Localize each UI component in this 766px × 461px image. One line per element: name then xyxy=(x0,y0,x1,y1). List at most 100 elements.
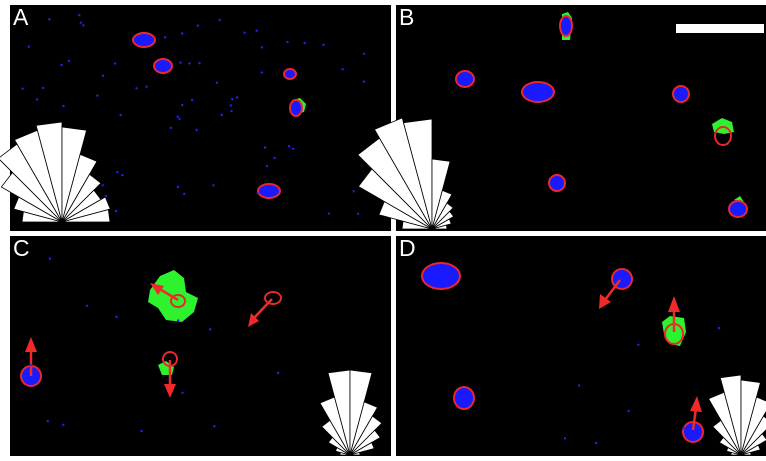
cell xyxy=(290,100,302,116)
speck xyxy=(135,87,137,89)
speck xyxy=(181,392,183,394)
speck xyxy=(179,61,181,63)
speck xyxy=(96,94,98,96)
speck xyxy=(255,29,257,31)
speck xyxy=(177,319,179,321)
speck xyxy=(718,327,720,329)
speck xyxy=(183,193,185,195)
panel-b: B xyxy=(358,4,766,231)
panel-label: B xyxy=(399,4,414,30)
scale-bar xyxy=(676,24,764,33)
panel-bg xyxy=(396,5,766,231)
speck xyxy=(261,46,263,48)
speck xyxy=(357,213,359,215)
speck xyxy=(286,41,288,43)
speck xyxy=(637,344,639,346)
panel-a: A xyxy=(0,4,391,231)
speck xyxy=(243,32,245,34)
speck xyxy=(216,82,218,84)
speck xyxy=(682,427,684,429)
cell xyxy=(522,82,554,102)
speck xyxy=(195,129,197,131)
cell xyxy=(454,387,474,409)
speck xyxy=(121,174,123,176)
speck xyxy=(181,32,183,34)
speck xyxy=(627,410,629,412)
cell xyxy=(456,71,474,87)
speck xyxy=(119,114,121,116)
speck xyxy=(198,62,200,64)
speck xyxy=(114,62,116,64)
speck xyxy=(21,88,23,90)
speck xyxy=(115,210,117,212)
cell xyxy=(560,16,572,36)
speck xyxy=(28,45,30,47)
speck xyxy=(277,372,279,374)
speck xyxy=(116,171,118,173)
speck xyxy=(231,98,233,100)
panel-label: A xyxy=(13,4,29,30)
speck xyxy=(218,19,220,21)
speck xyxy=(266,165,268,167)
speck xyxy=(68,60,70,62)
speck xyxy=(102,74,104,76)
speck xyxy=(212,184,214,186)
speck xyxy=(62,105,64,107)
panel-c: C xyxy=(10,235,391,456)
speck xyxy=(261,71,263,73)
speck xyxy=(230,104,232,106)
cell xyxy=(422,263,460,289)
speck xyxy=(230,110,232,112)
speck xyxy=(292,148,294,150)
speck xyxy=(181,104,183,106)
speck xyxy=(221,114,223,116)
speck xyxy=(328,212,330,214)
speck xyxy=(341,68,343,70)
speck xyxy=(47,420,49,422)
speck xyxy=(177,186,179,188)
speck xyxy=(140,430,142,432)
speck xyxy=(273,157,275,159)
speck xyxy=(264,146,266,148)
speck xyxy=(48,18,50,20)
speck xyxy=(191,99,193,101)
speck xyxy=(303,42,305,44)
speck xyxy=(115,316,117,318)
cell xyxy=(729,201,747,217)
speck xyxy=(36,98,38,100)
speck xyxy=(213,425,215,427)
speck xyxy=(288,145,290,147)
speck xyxy=(49,257,51,259)
speck xyxy=(86,305,88,307)
panel-label: D xyxy=(399,235,416,261)
speck xyxy=(102,184,104,186)
speck xyxy=(209,328,211,330)
speck xyxy=(363,53,365,55)
speck xyxy=(178,118,180,120)
cell xyxy=(549,175,565,191)
cell xyxy=(673,86,689,102)
speck xyxy=(145,86,147,88)
speck xyxy=(82,24,84,26)
panel-label: C xyxy=(13,235,30,261)
cell xyxy=(258,184,280,198)
figure: A B C xyxy=(0,0,766,461)
cell xyxy=(133,33,155,47)
cell xyxy=(284,69,296,79)
cell xyxy=(154,59,172,73)
speck xyxy=(322,44,324,46)
speck xyxy=(80,21,82,23)
speck xyxy=(62,424,64,426)
speck xyxy=(42,87,44,89)
speck xyxy=(170,127,172,129)
speck xyxy=(363,80,365,82)
speck xyxy=(78,14,80,16)
speck xyxy=(197,24,199,26)
speck xyxy=(29,364,31,366)
speck xyxy=(164,36,166,38)
speck xyxy=(257,192,259,194)
panel-d: D xyxy=(396,235,766,456)
speck xyxy=(352,190,354,192)
speck xyxy=(188,62,190,64)
speck xyxy=(595,442,597,444)
